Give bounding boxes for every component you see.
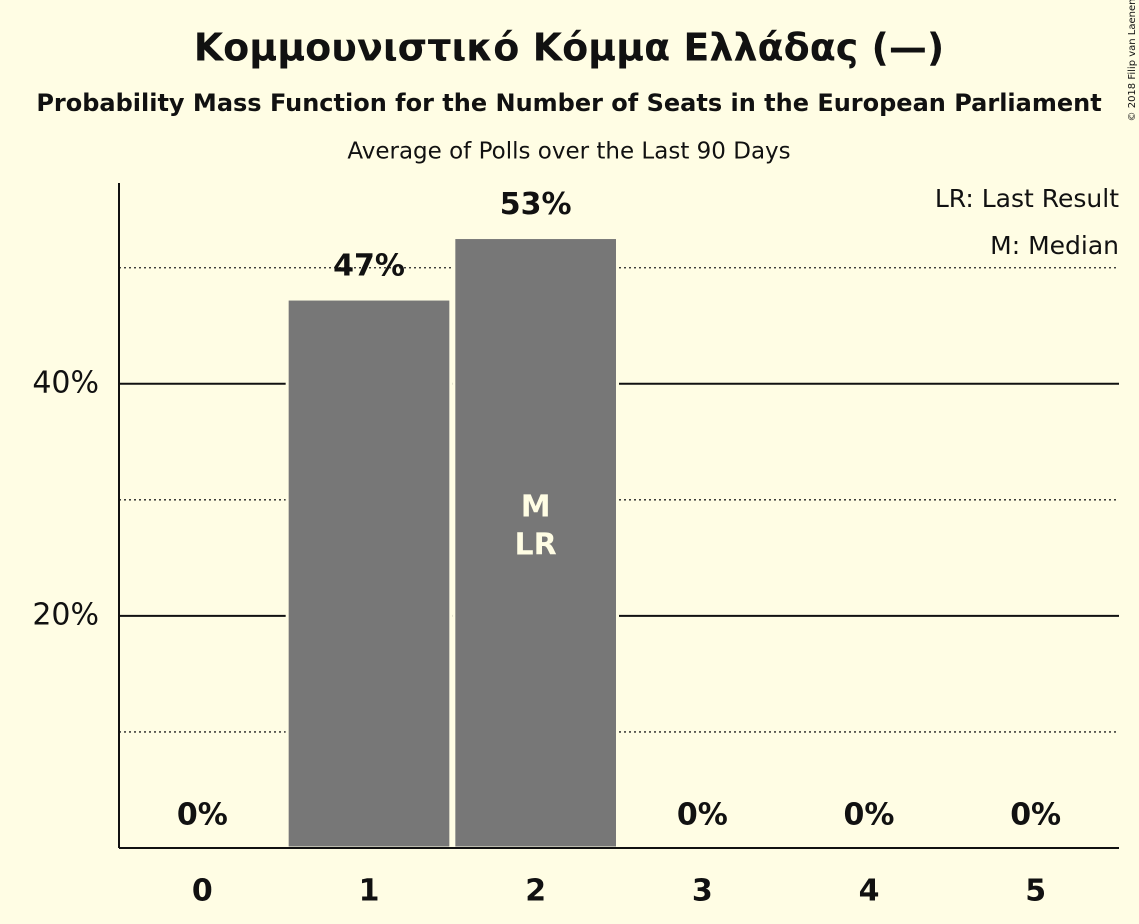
x-tick-label: 3 <box>692 874 713 909</box>
legend-entry: M: Median <box>990 231 1119 260</box>
value-label: 0% <box>844 798 895 833</box>
chart-title: Κομμουνιστικό Κόμμα Ελλάδας (—) <box>194 26 945 70</box>
x-tick-label: 1 <box>359 874 380 909</box>
y-tick-label: 20% <box>32 597 99 632</box>
value-label: 0% <box>677 798 728 833</box>
value-label: 0% <box>177 798 228 833</box>
x-tick-label: 2 <box>525 874 546 909</box>
x-tick-label: 4 <box>859 874 880 909</box>
x-tick-label: 0 <box>192 874 213 909</box>
y-tick-label: 40% <box>32 365 99 400</box>
legend-entry: LR: Last Result <box>935 184 1119 213</box>
chart-subtitle: Probability Mass Function for the Number… <box>36 89 1101 117</box>
chart-subtitle-2: Average of Polls over the Last 90 Days <box>347 139 790 165</box>
value-label: 0% <box>1010 798 1061 833</box>
bar-annotation: M <box>521 489 551 524</box>
x-tick-label: 5 <box>1025 874 1046 909</box>
bar-annotation: LR <box>515 527 557 562</box>
credit: © 2018 Filip van Laenen <box>1127 0 1138 121</box>
bar <box>285 297 453 850</box>
value-label: 47% <box>333 249 405 284</box>
value-label: 53% <box>500 187 572 222</box>
